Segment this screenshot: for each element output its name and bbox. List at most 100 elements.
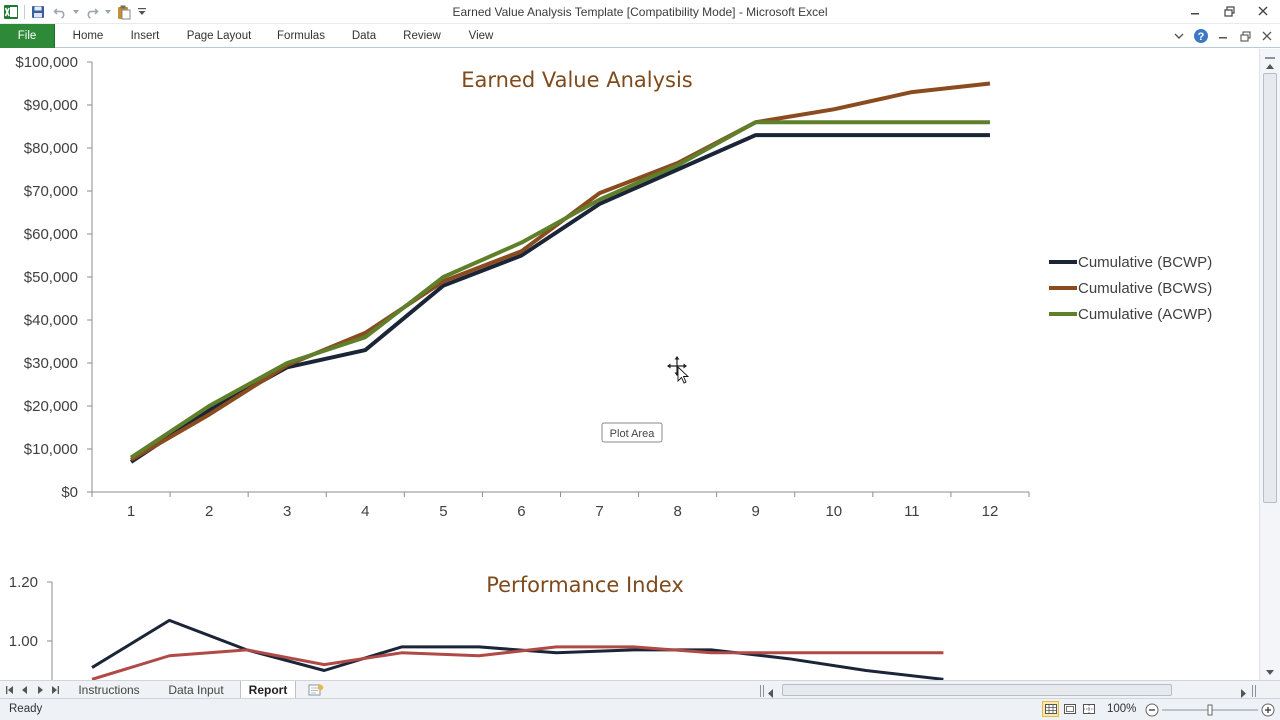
horizontal-scroll-thumb[interactable]: [782, 684, 1172, 696]
x-tick-label: 1: [127, 503, 135, 520]
plot-area-tooltip: Plot Area: [601, 422, 663, 443]
x-tick-label: 11: [904, 503, 920, 520]
x-tick-label: 3: [283, 503, 291, 520]
redo-icon[interactable]: [81, 1, 103, 23]
tab-page-layout[interactable]: Page Layout: [186, 30, 252, 42]
close-icon[interactable]: [1246, 0, 1280, 22]
svg-text:?: ?: [1198, 31, 1205, 43]
y-tick-label: $80,000: [24, 140, 78, 157]
y-tick-label: $70,000: [24, 183, 78, 200]
scroll-left-icon[interactable]: [768, 685, 774, 703]
paste-icon[interactable]: [113, 1, 135, 23]
window-title: Earned Value Analysis Template [Compatib…: [452, 5, 828, 19]
horizontal-scrollbar[interactable]: [760, 682, 1260, 698]
next-sheet-icon[interactable]: [32, 681, 47, 699]
legend-label[interactable]: Cumulative (ACWP): [1078, 306, 1212, 323]
tab-split-handle[interactable]: [760, 685, 764, 697]
sheet-tab-data-input[interactable]: Data Input: [168, 683, 224, 697]
insert-sheet-icon[interactable]: [303, 681, 329, 699]
earned-value-chart[interactable]: Earned Value Analysis $0 $10,000 $20,000 $3…: [15, 54, 1212, 520]
status-bar: Ready 100%: [0, 698, 1280, 720]
scroll-right-icon[interactable]: [1240, 685, 1246, 703]
workbook-close-icon[interactable]: [1258, 26, 1276, 46]
sheet-nav-buttons: [2, 681, 62, 699]
ribbon-tabs: File Home Insert Page Layout Formulas Da…: [0, 24, 1280, 48]
sheet-tab-instructions[interactable]: Instructions: [78, 683, 140, 697]
tooltip-label: Plot Area: [610, 428, 656, 440]
tab-data[interactable]: Data: [351, 30, 377, 42]
help-icon[interactable]: ?: [1192, 26, 1210, 46]
minimize-icon[interactable]: [1178, 0, 1212, 22]
series-line[interactable]: [130, 81, 991, 462]
performance-index-chart[interactable]: Performance Index 1.20 1.00: [9, 573, 944, 680]
scroll-down-icon[interactable]: [1262, 665, 1278, 679]
page-break-view-icon[interactable]: [1080, 701, 1097, 717]
y-tick-label: 1.20: [9, 574, 38, 591]
y-tick-label: $30,000: [24, 355, 78, 372]
x-tick-label: 12: [982, 503, 999, 520]
y-tick-label: $40,000: [24, 312, 78, 329]
view-buttons: [1042, 701, 1097, 717]
y-tick-label: $10,000: [24, 441, 78, 458]
prev-sheet-icon[interactable]: [17, 681, 32, 699]
x-tick-label: 5: [439, 503, 447, 520]
legend-label[interactable]: Cumulative (BCWS): [1078, 280, 1212, 297]
minimize-ribbon-icon[interactable]: [1170, 26, 1188, 46]
status-ready: Ready: [9, 703, 43, 715]
y-tick-label: $100,000: [15, 54, 78, 71]
x-tick-label: 7: [595, 503, 603, 520]
move-cursor-icon: [667, 356, 690, 384]
x-tick-label: 2: [205, 503, 213, 520]
y-tick-label: $90,000: [24, 97, 78, 114]
workbook-restore-icon[interactable]: [1236, 26, 1254, 46]
tab-insert[interactable]: Insert: [130, 30, 160, 42]
y-tick-label: $0: [61, 484, 78, 501]
zoom-slider[interactable]: [1144, 702, 1276, 718]
undo-dropdown-icon[interactable]: [71, 1, 81, 23]
x-tick-label: 9: [752, 503, 760, 520]
sheet-tab-bar: Instructions Data Input Report: [0, 680, 1280, 699]
title-bar: Earned Value Analysis Template [Compatib…: [0, 0, 1280, 24]
tab-formulas[interactable]: Formulas: [277, 30, 325, 42]
zoom-level[interactable]: 100%: [1107, 703, 1137, 715]
vertical-scroll-thumb[interactable]: [1263, 73, 1277, 503]
scroll-up-icon[interactable]: [1262, 59, 1278, 73]
y-tick-label: 1.00: [9, 633, 38, 650]
vertical-scrollbar[interactable]: [1259, 49, 1280, 680]
charts-canvas[interactable]: Earned Value Analysis $0 $10,000 $20,000 $3…: [0, 49, 1259, 680]
restore-icon[interactable]: [1212, 0, 1246, 22]
tab-home[interactable]: Home: [72, 30, 104, 42]
series-line[interactable]: [129, 120, 990, 460]
first-sheet-icon[interactable]: [2, 681, 17, 699]
tab-view[interactable]: View: [468, 30, 494, 42]
save-icon[interactable]: [27, 1, 49, 23]
series-line[interactable]: [91, 645, 944, 680]
x-tick-label: 10: [825, 503, 842, 520]
normal-view-icon[interactable]: [1042, 701, 1059, 717]
page-layout-view-icon[interactable]: [1061, 701, 1078, 717]
redo-dropdown-icon[interactable]: [103, 1, 113, 23]
customize-qat-icon[interactable]: [135, 1, 149, 23]
tab-file[interactable]: File: [0, 24, 55, 48]
zoom-thumb: [1207, 704, 1213, 716]
legend-label[interactable]: Cumulative (BCWP): [1078, 254, 1212, 271]
ribbon-controls: ?: [1170, 24, 1276, 48]
window-controls: [1178, 0, 1280, 24]
y-tick-label: $20,000: [24, 398, 78, 415]
tab-review[interactable]: Review: [403, 30, 441, 42]
series-line[interactable]: [129, 133, 990, 464]
x-tick-label: 8: [673, 503, 681, 520]
worksheet[interactable]: Earned Value Analysis $0 $10,000 $20,000 $3…: [0, 49, 1259, 680]
split-handle[interactable]: [1252, 685, 1256, 697]
x-tick-label: 4: [361, 503, 369, 520]
y-tick-label: $60,000: [24, 226, 78, 243]
last-sheet-icon[interactable]: [47, 681, 62, 699]
x-tick-label: 6: [517, 503, 525, 520]
excel-logo-icon[interactable]: [0, 1, 22, 23]
workbook-minimize-icon[interactable]: [1214, 26, 1232, 46]
undo-icon[interactable]: [49, 1, 71, 23]
sheet-tab-report[interactable]: Report: [240, 681, 296, 699]
qat-separator: [24, 5, 25, 19]
split-box-icon[interactable]: [1262, 51, 1278, 65]
